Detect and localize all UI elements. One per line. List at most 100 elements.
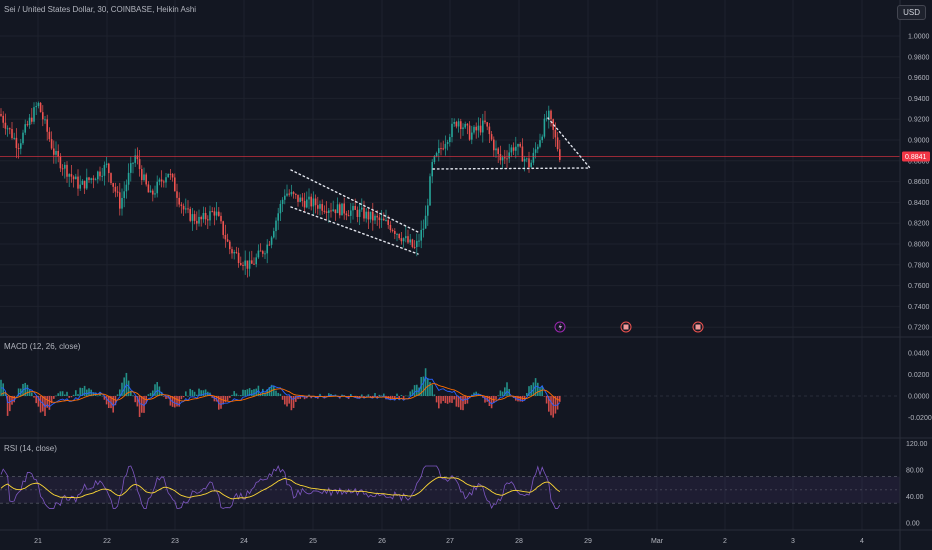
candle-body — [81, 180, 84, 185]
macd-histogram-bar — [2, 383, 4, 396]
calendar-flag-icon[interactable] — [620, 321, 632, 333]
symbol-title[interactable]: Sei / United States Dollar, 30, COINBASE… — [4, 5, 197, 14]
macd-histogram-bar — [427, 378, 429, 396]
macd-histogram-bar — [460, 396, 462, 410]
macd-tick-label: 0.0000 — [908, 394, 930, 401]
macd-histogram-bar — [539, 388, 541, 396]
price-tick-label: 0.8600 — [908, 179, 930, 186]
macd-histogram-bar — [231, 394, 233, 396]
macd-histogram-bar — [119, 389, 121, 396]
candle-body — [121, 197, 123, 209]
candle-body — [226, 239, 229, 242]
macd-histogram-bar — [174, 396, 176, 408]
macd-histogram-bar — [15, 395, 18, 397]
macd-histogram-bar — [50, 396, 53, 404]
candle-body — [39, 102, 42, 113]
price-tick-label: 0.9000 — [908, 138, 930, 145]
candle-body — [510, 147, 513, 153]
candle-body — [136, 155, 139, 160]
candle-body — [259, 250, 262, 252]
candle-body — [424, 215, 427, 229]
macd-histogram-bar — [455, 396, 458, 407]
macd-histogram-bar — [70, 396, 73, 398]
candle-body — [405, 236, 407, 239]
candle-body — [182, 205, 185, 210]
lightning-icon[interactable] — [554, 321, 566, 333]
candle-body — [28, 117, 31, 126]
candle-body — [253, 263, 255, 265]
macd-histogram-bar — [541, 385, 543, 396]
macd-histogram-bar — [275, 390, 277, 396]
candle-body — [378, 217, 381, 221]
candle-body — [301, 197, 304, 201]
candle-body — [72, 176, 75, 180]
macd-legend[interactable]: MACD (12, 26, close) — [4, 342, 81, 351]
macd-histogram-bar — [409, 391, 411, 396]
candle-body — [352, 205, 354, 211]
candle-body — [350, 210, 352, 216]
candle-body — [2, 115, 4, 123]
candle-body — [101, 175, 103, 177]
candle-body — [35, 106, 37, 108]
candle-body — [398, 233, 400, 239]
macd-histogram-bar — [224, 396, 227, 403]
candle-body — [180, 204, 183, 206]
price-tick-label: 0.7400 — [908, 304, 930, 311]
channel-lower-line — [290, 206, 419, 255]
candle-body — [473, 126, 475, 133]
macd-histogram-bar — [57, 393, 59, 396]
time-tick-label: 27 — [446, 538, 454, 545]
macd-histogram-bar — [105, 396, 108, 405]
macd-histogram-bar — [83, 385, 86, 396]
candle-body — [449, 137, 451, 143]
candle-body — [288, 193, 290, 195]
macd-histogram-bar — [495, 396, 497, 400]
candle-body — [264, 253, 266, 255]
price-pane[interactable] — [0, 101, 900, 278]
macd-histogram-bar — [97, 395, 99, 397]
time-tick-label: 3 — [791, 538, 795, 545]
macd-histogram-bar — [380, 395, 383, 397]
candle-body — [526, 158, 528, 160]
rsi-legend[interactable]: RSI (14, close) — [4, 444, 57, 453]
macd-histogram-bar — [79, 387, 81, 396]
candle-body — [407, 236, 409, 243]
candle-body — [132, 162, 134, 164]
price-tick-label: 0.8800 — [908, 158, 930, 165]
candle-body — [46, 119, 48, 132]
macd-histogram-bar — [297, 396, 299, 400]
macd-histogram-bar — [435, 396, 438, 403]
calendar-flag-icon[interactable] — [692, 321, 704, 333]
candle-body — [24, 124, 26, 133]
candle-body — [237, 252, 240, 264]
candle-body — [176, 191, 178, 198]
macd-histogram-bar — [299, 396, 301, 399]
macd-histogram-bar — [130, 390, 132, 396]
event-markers[interactable] — [554, 321, 704, 333]
macd-histogram-bar — [200, 390, 202, 396]
macd-histogram-bar — [407, 395, 409, 397]
currency-button[interactable]: USD — [897, 5, 926, 20]
candle-body — [369, 211, 372, 220]
candle-body — [275, 220, 277, 232]
macd-histogram-bar — [528, 386, 530, 396]
macd-histogram-bar — [35, 396, 37, 404]
candle-body — [224, 234, 227, 240]
price-tick-label: 0.9200 — [908, 117, 930, 124]
rsi-pane[interactable] — [0, 464, 900, 510]
macd-pane[interactable] — [0, 368, 900, 418]
candle-body — [427, 205, 429, 216]
candle-body — [402, 238, 405, 242]
macd-histogram-bar — [431, 384, 433, 396]
macd-histogram-bar — [391, 396, 394, 399]
candle-body — [548, 110, 550, 119]
macd-histogram-bar — [187, 395, 189, 397]
candle-body — [79, 184, 81, 189]
candle-body — [554, 129, 557, 138]
macd-histogram-bar — [81, 387, 84, 396]
time-tick-label: 22 — [103, 538, 111, 545]
candle-body — [11, 129, 13, 139]
candle-body — [20, 143, 22, 149]
macd-histogram-bar — [160, 391, 163, 396]
